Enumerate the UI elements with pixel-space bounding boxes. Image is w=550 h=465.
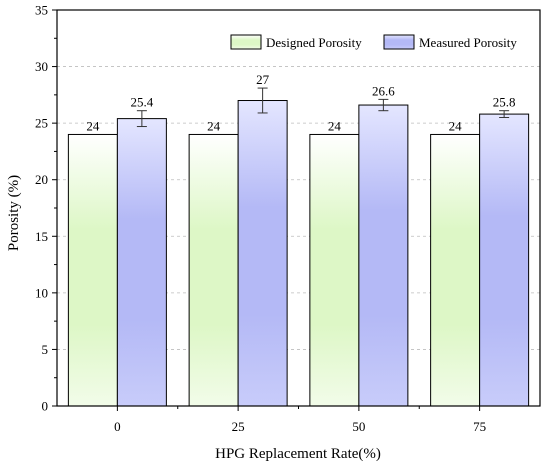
data-label: 26.6 [372,83,395,98]
bar-designed-75 [430,133,481,407]
x-tick-label: 50 [352,419,365,434]
legend-label: Measured Porosity [419,35,517,50]
data-label: 25.8 [493,95,516,110]
x-tick-label: 25 [232,419,245,434]
bar-measured-75 [479,113,530,407]
bar-measured-50 [358,104,409,407]
y-tick-label: 25 [35,116,48,131]
legend: Designed Porosity Measured Porosity [230,34,517,50]
y-tick-label: 5 [42,342,49,357]
data-label: 27 [256,72,270,87]
legend-swatch [383,34,415,50]
y-tick-label: 30 [35,59,48,74]
x-tick-label: 75 [473,419,486,434]
y-axis-title: Porosity (%) [6,175,22,251]
y-tick-label: 10 [35,285,48,300]
data-label: 24 [86,118,100,133]
x-axis-title: HPG Replacement Rate(%) [215,446,381,462]
y-tick-label: 20 [35,172,48,187]
bar-designed-25 [188,133,239,407]
bar-measured-0 [116,118,167,407]
legend-swatch [230,34,262,50]
legend-label: Designed Porosity [266,35,362,50]
data-label: 24 [449,118,463,133]
x-tick-label: 0 [114,419,121,434]
data-label: 24 [328,118,342,133]
data-label: 25.4 [131,95,154,110]
y-tick-label: 35 [35,3,48,18]
bars [67,87,530,407]
data-labels: 24 25.4 24 27 24 26.6 24 25.8 [86,72,515,133]
data-label: 24 [207,118,221,133]
bar-measured-25 [237,100,288,407]
bar-designed-0 [67,133,118,407]
y-tick-label: 15 [35,229,48,244]
axes: 0 5 10 15 20 25 30 35 0 25 50 75 [35,3,541,434]
y-tick-label: 0 [42,399,49,414]
bar-designed-50 [309,133,360,407]
